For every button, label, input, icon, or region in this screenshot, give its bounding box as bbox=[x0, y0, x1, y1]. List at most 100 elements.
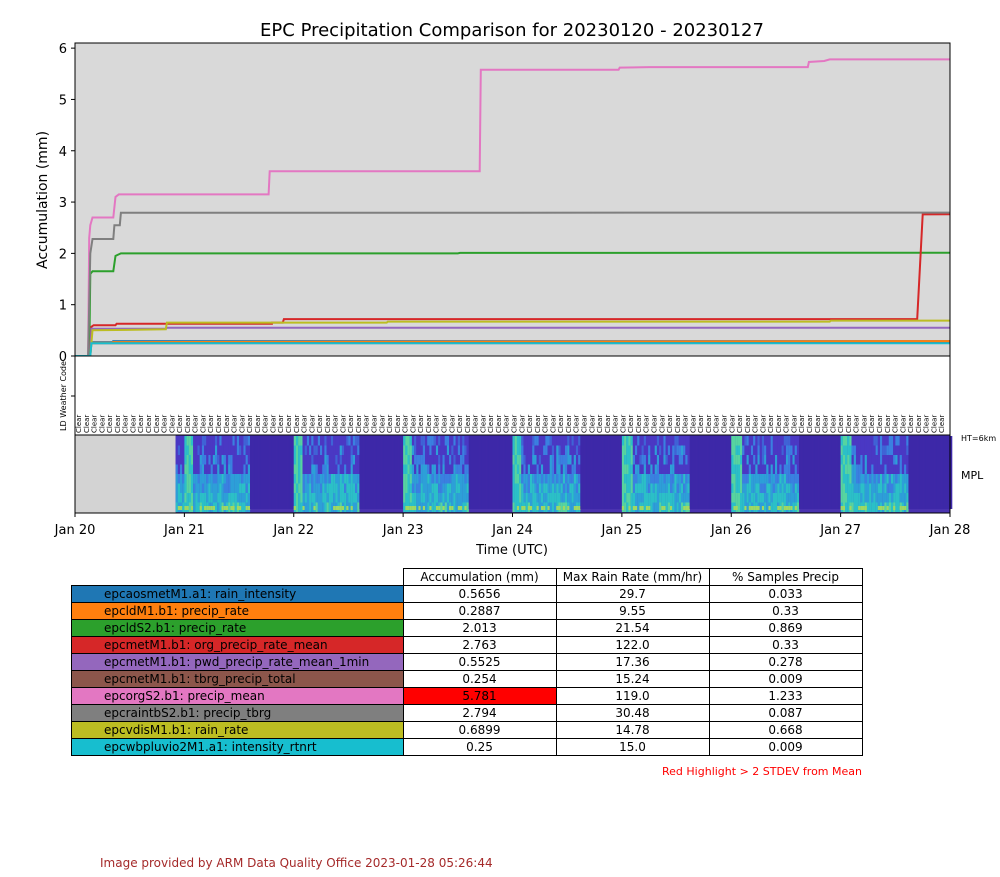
mpl-cell bbox=[847, 464, 850, 475]
mpl-cell bbox=[206, 483, 209, 494]
mpl-cell bbox=[514, 445, 517, 456]
mpl-cell bbox=[223, 436, 227, 446]
mpl-cell bbox=[462, 445, 465, 456]
mpl-cell bbox=[626, 464, 629, 475]
mpl-cell bbox=[449, 474, 452, 484]
mpl-cell bbox=[446, 493, 450, 503]
mpl-cell bbox=[427, 483, 430, 494]
mpl-cell bbox=[785, 445, 789, 456]
weather-code-label: Clear bbox=[332, 415, 340, 433]
mpl-cell bbox=[755, 436, 758, 446]
series-name-cell: epcvdisM1.b1: rain_rate bbox=[71, 721, 404, 739]
mpl-cell bbox=[667, 474, 671, 484]
mpl-cell bbox=[761, 445, 765, 456]
mpl-cell bbox=[645, 483, 649, 494]
mpl-cell bbox=[228, 445, 231, 456]
mpl-cell bbox=[512, 455, 515, 465]
mpl-cell bbox=[855, 455, 859, 465]
mpl-cell bbox=[643, 436, 647, 446]
mpl-cell bbox=[208, 483, 211, 494]
mpl-cell bbox=[534, 502, 537, 513]
mpl-cell bbox=[888, 474, 892, 484]
weather-code-label: Clear bbox=[472, 415, 480, 433]
mpl-column bbox=[287, 436, 290, 509]
mpl-cell bbox=[538, 493, 542, 503]
mpl-cell bbox=[742, 502, 745, 513]
mpl-cell bbox=[416, 455, 419, 465]
mpl-cell bbox=[674, 502, 677, 513]
mpl-cell bbox=[772, 483, 776, 494]
mpl-cell bbox=[519, 445, 522, 456]
mpl-cell bbox=[451, 493, 454, 503]
mpl-cell bbox=[306, 455, 310, 465]
mpl-cell bbox=[759, 464, 762, 475]
mpl-cell bbox=[228, 493, 231, 503]
mpl-cell bbox=[225, 464, 229, 475]
mpl-cell bbox=[880, 474, 883, 484]
mpl-cell bbox=[654, 483, 657, 494]
mpl-cell bbox=[731, 474, 734, 484]
mpl-surface-cell bbox=[768, 506, 771, 510]
mpl-cell bbox=[422, 445, 426, 456]
mpl-surface-cell bbox=[785, 506, 789, 510]
mpl-cell bbox=[772, 474, 776, 484]
mpl-cell bbox=[182, 436, 185, 446]
mpl-surface-cell bbox=[335, 506, 338, 510]
mpl-cell bbox=[888, 436, 892, 446]
mpl-cell bbox=[545, 502, 548, 513]
mpl-cell bbox=[764, 464, 767, 475]
mpl-cell bbox=[195, 483, 198, 494]
mpl-cell bbox=[560, 502, 563, 513]
mpl-cell bbox=[177, 483, 181, 494]
mpl-cell bbox=[208, 493, 211, 503]
mpl-cell bbox=[796, 436, 800, 446]
mpl-cell bbox=[796, 493, 800, 503]
mpl-column bbox=[285, 436, 288, 509]
mpl-cell bbox=[352, 483, 356, 494]
mpl-column bbox=[715, 436, 719, 509]
mpl-cell bbox=[680, 502, 684, 513]
mpl-cell bbox=[641, 474, 644, 484]
mpl-cell bbox=[466, 436, 469, 446]
mpl-cell bbox=[565, 502, 568, 513]
mpl-cell bbox=[766, 474, 769, 484]
mpl-cell bbox=[759, 483, 762, 494]
mpl-cell bbox=[659, 502, 662, 513]
mpl-cell bbox=[306, 474, 310, 484]
mpl-cell bbox=[652, 436, 655, 446]
weather-code-label: Clear bbox=[456, 415, 464, 433]
mpl-cell bbox=[352, 502, 356, 513]
mpl-cell bbox=[317, 464, 321, 475]
mpl-cell bbox=[197, 445, 200, 456]
mpl-cell bbox=[575, 493, 579, 503]
mpl-cell bbox=[578, 483, 581, 494]
mpl-cell bbox=[309, 436, 312, 446]
mpl-cell bbox=[326, 455, 329, 465]
mpl-cell bbox=[225, 445, 229, 456]
mpl-cell bbox=[317, 436, 321, 446]
mpl-cell bbox=[639, 436, 642, 446]
mpl-cell bbox=[687, 455, 690, 465]
mpl-cell bbox=[440, 502, 443, 513]
weather-code-label: Clear bbox=[114, 415, 122, 433]
mpl-cell bbox=[656, 502, 660, 513]
mpl-cell bbox=[206, 436, 209, 446]
mpl-cell bbox=[201, 445, 205, 456]
mpl-cell bbox=[547, 493, 550, 503]
mpl-cell bbox=[420, 436, 423, 446]
mpl-cell bbox=[295, 493, 299, 503]
mpl-cell bbox=[659, 445, 662, 456]
mpl-cell bbox=[567, 436, 570, 446]
mpl-cell bbox=[571, 455, 574, 465]
mpl-cell bbox=[792, 436, 795, 446]
mpl-cell bbox=[512, 502, 515, 513]
mpl-column bbox=[276, 436, 279, 509]
mpl-cell bbox=[886, 455, 889, 465]
mpl-cell bbox=[665, 464, 668, 475]
mpl-cell bbox=[217, 445, 220, 456]
mpl-cell bbox=[295, 455, 299, 465]
mpl-cell bbox=[674, 436, 677, 446]
mpl-cell bbox=[293, 464, 297, 475]
mpl-cell bbox=[317, 445, 321, 456]
value-cell: 0.33 bbox=[708, 636, 863, 654]
